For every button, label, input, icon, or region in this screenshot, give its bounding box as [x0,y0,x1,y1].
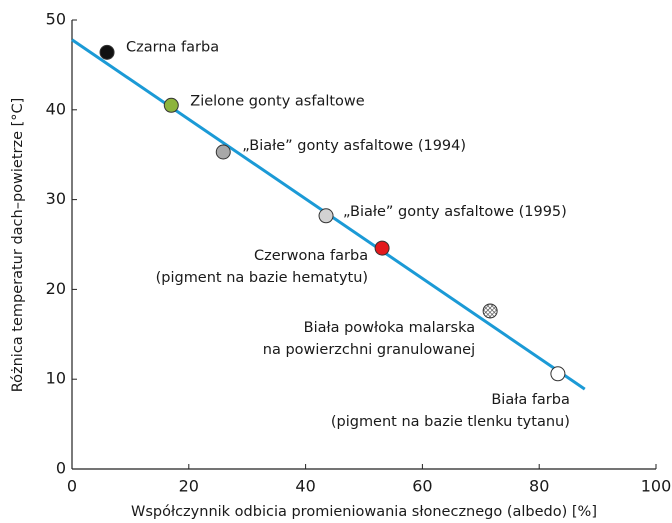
y-tick-label: 20 [46,279,66,298]
point-label: Biała farba [491,392,570,408]
y-axis-label: Różnica temperatur dach–powietrze [°C] [10,98,26,393]
point [550,366,566,382]
point [318,208,334,224]
x-tick-label: 60 [412,477,432,496]
x-tick-label: 40 [295,477,315,496]
point [482,303,498,319]
point [374,240,390,256]
point-label: Zielone gonty asfaltowe [190,93,365,109]
x-tick-label: 100 [641,477,672,496]
x-tick-label: 20 [179,477,199,496]
point-label: Czerwona farba [254,248,368,264]
y-tick-label: 30 [46,189,66,208]
x-axis-label: Współczynnik odbicia promieniowania słon… [131,504,597,520]
point-label: „Białe” gonty asfaltowe (1994) [242,138,466,154]
point [99,44,115,60]
point-label: Biała powłoka malarska [304,320,476,336]
point [215,144,231,160]
point-label: (pigment na bazie tlenku tytanu) [331,414,570,430]
x-tick-label: 0 [67,477,77,496]
point-label: Czarna farba [126,39,219,55]
point-label: na powierzchni granulowanej [263,342,475,358]
y-tick-label: 40 [46,99,66,118]
y-tick-label: 50 [46,10,66,29]
point-label: (pigment na bazie hematytu) [156,270,369,286]
point [163,97,179,113]
y-tick-label: 0 [56,459,66,478]
point-label: „Białe” gonty asfaltowe (1995) [343,204,567,220]
y-tick-label: 10 [46,369,66,388]
x-tick-label: 80 [529,477,549,496]
